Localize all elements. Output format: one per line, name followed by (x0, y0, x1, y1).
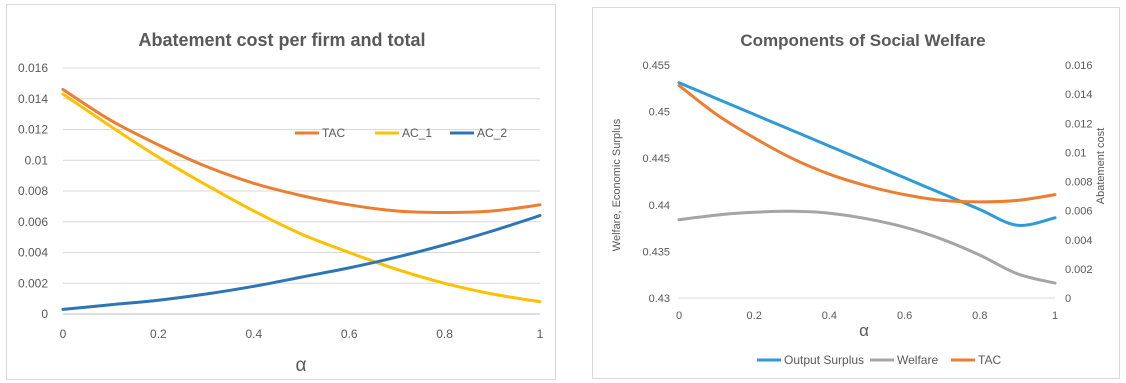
y-tick-label: 0 (41, 307, 48, 321)
series-line-tac (61, 88, 542, 215)
y-tick-label: 0.45 (649, 107, 670, 119)
chart-panel-abatement-cost: Abatement cost per firm and total 0 0.002… (6, 4, 556, 380)
series-line-ac-2 (61, 214, 542, 311)
chart-title: Abatement cost per firm and total (138, 30, 425, 50)
y-tick-label: 0.01 (25, 153, 49, 167)
legend-label: AC_1 (402, 126, 432, 140)
y-tick-label: 0.44 (649, 200, 670, 212)
y-tick-label: 0.016 (18, 61, 48, 75)
y-tick-label: 0.012 (18, 123, 48, 137)
y-tick-label: 0.455 (642, 60, 670, 72)
legend-label: Welfare (897, 353, 938, 367)
x-axis-label: α (859, 321, 869, 340)
chart-panel-social-welfare: Components of Social Welfare 0.43 0.435 0.… (592, 7, 1120, 379)
legend-label: Output Surplus (784, 353, 864, 367)
y2-tick-label: 0 (1065, 293, 1071, 305)
y2-tick-label: 0.004 (1065, 235, 1093, 247)
y2-axis-label: Abatement cost (1095, 128, 1107, 204)
y2-tick-label: 0.014 (1065, 89, 1093, 101)
abatement-cost-chart: Abatement cost per firm and total 0 0.002… (18, 30, 544, 376)
x-tick-label: 0 (60, 327, 67, 341)
y-axis-label: Welfare, Economic Surplus (611, 118, 623, 251)
x-tick-label: 1 (1052, 310, 1058, 322)
y-tick-label: 0.006 (18, 215, 48, 229)
series-line-welfare (677, 209, 1057, 285)
x-tick-label: 0.2 (150, 327, 167, 341)
y2-tick-label: 0.006 (1065, 206, 1093, 218)
y-tick-label: 0.43 (649, 293, 670, 305)
x-tick-label: 0.8 (436, 327, 453, 341)
y-tick-label: 0.002 (18, 276, 48, 290)
x-tick-label: 0 (676, 310, 682, 322)
series-line-ac-1 (61, 92, 542, 304)
x-tick-label: 0.6 (897, 310, 912, 322)
x-tick-label: 1 (537, 327, 544, 341)
series-line-output-surplus (677, 81, 1057, 227)
legend-label: TAC (978, 353, 1001, 367)
y-tick-label: 0.004 (18, 246, 48, 260)
x-tick-label: 0.6 (341, 327, 358, 341)
y-tick-label: 0.445 (642, 153, 670, 165)
x-tick-label: 0.2 (747, 310, 762, 322)
y-tick-label: 0.008 (18, 184, 48, 198)
chart-title: Components of Social Welfare (740, 31, 985, 50)
social-welfare-chart: Components of Social Welfare 0.43 0.435 0.… (611, 31, 1107, 367)
y2-tick-label: 0.012 (1065, 118, 1093, 130)
y2-tick-label: 0.01 (1065, 147, 1086, 159)
legend-label: AC_2 (477, 126, 507, 140)
y2-tick-label: 0.002 (1065, 264, 1093, 276)
y-tick-label: 0.435 (642, 246, 670, 258)
x-tick-label: 0.8 (972, 310, 987, 322)
x-axis-label: α (296, 355, 307, 376)
y2-tick-label: 0.008 (1065, 177, 1093, 189)
x-tick-label: 0.4 (245, 327, 262, 341)
series-line-tac (677, 83, 1057, 204)
y2-tick-label: 0.016 (1065, 60, 1093, 72)
x-tick-label: 0.4 (822, 310, 837, 322)
y-tick-label: 0.014 (18, 92, 48, 106)
legend-label: TAC (322, 126, 345, 140)
